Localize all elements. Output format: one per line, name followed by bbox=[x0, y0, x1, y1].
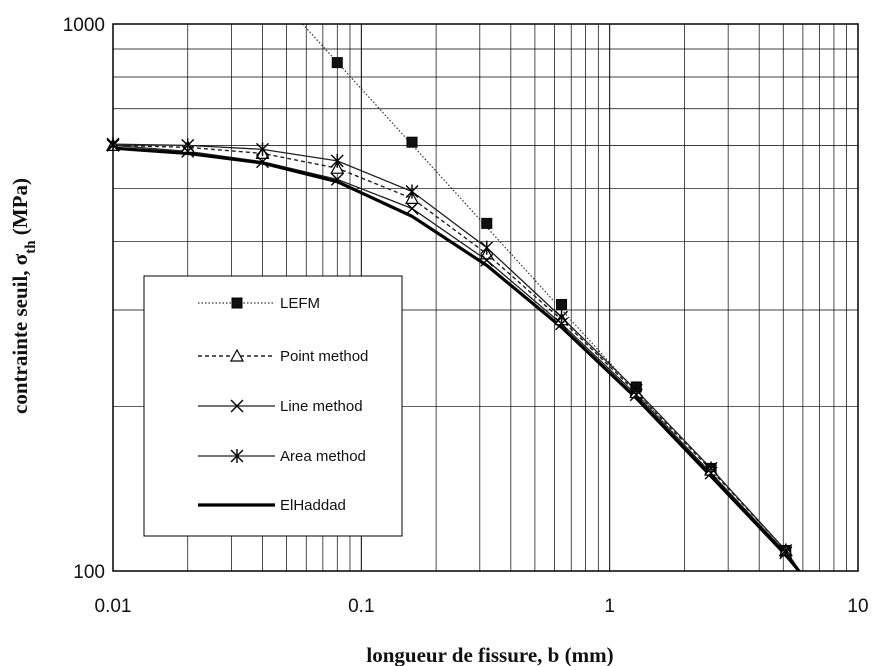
lefm-marker bbox=[331, 57, 343, 69]
plot-frame bbox=[112, 23, 859, 572]
area-method-marker bbox=[181, 138, 195, 153]
lefm-marker bbox=[406, 136, 418, 148]
line-method-marker bbox=[480, 253, 494, 267]
line-method-marker bbox=[256, 155, 270, 169]
area-method-marker bbox=[555, 310, 569, 325]
elhaddad-line bbox=[113, 146, 802, 571]
y-axis-title-subscript: th bbox=[23, 240, 39, 254]
area-method-marker bbox=[779, 543, 793, 558]
legend-item-line-method: Line method bbox=[198, 398, 363, 415]
area-method-marker bbox=[256, 142, 270, 157]
grid bbox=[113, 24, 858, 571]
x-axis-title: longueur de fissure, b (mm) bbox=[366, 643, 613, 666]
legend-label-line-method: Line method bbox=[280, 398, 363, 415]
y-axis-title-main: contrainte seuil, σ bbox=[8, 253, 32, 414]
lefm-marker bbox=[481, 217, 493, 229]
x-tick-label: 1 bbox=[604, 596, 615, 617]
lefm-marker bbox=[556, 299, 568, 311]
area-method-marker bbox=[629, 383, 643, 398]
line-method-marker-stroke bbox=[480, 253, 494, 267]
x-tick-label: 0.1 bbox=[348, 596, 374, 617]
legend-item-lefm: LEFM bbox=[198, 295, 320, 312]
legend-item-area-method: Area method bbox=[198, 448, 366, 465]
legend-marker-point-method bbox=[229, 348, 245, 362]
legend-label-lefm: LEFM bbox=[280, 295, 320, 312]
y-tick-label: 100 bbox=[73, 562, 105, 583]
y-tick-label: 1000 bbox=[63, 15, 105, 36]
y-axis-title-unit: (MPa) bbox=[8, 178, 32, 240]
line-method-marker-stroke bbox=[256, 155, 270, 169]
legend-items: LEFM Point method Line method Area method El… bbox=[198, 295, 368, 514]
x-tick-label: 0.01 bbox=[95, 596, 132, 617]
legend-item-point-method: Point method bbox=[198, 348, 368, 365]
legend-marker-lefm bbox=[231, 297, 243, 309]
x-tick-label: 10 bbox=[847, 596, 868, 617]
y-axis-title: contrainte seuil, σth (MPa) bbox=[8, 178, 39, 414]
y-tick-labels: 100 1000 bbox=[63, 15, 105, 583]
legend-marker-line-method bbox=[230, 399, 244, 413]
legend-item-elhaddad: ElHaddad bbox=[198, 497, 346, 514]
legend-label-point-method: Point method bbox=[280, 348, 368, 365]
area-method-marker bbox=[405, 184, 419, 199]
series-markers bbox=[105, 57, 793, 560]
line-method-marker bbox=[330, 172, 344, 186]
legend-marker-line-method-stroke bbox=[230, 399, 244, 413]
x-tick-labels: 0.01 0.1 1 10 bbox=[95, 596, 869, 617]
legend-marker-area-method bbox=[230, 449, 244, 463]
line-method-marker-stroke bbox=[405, 201, 419, 215]
legend-label-elhaddad: ElHaddad bbox=[280, 497, 346, 514]
line-method-marker-stroke bbox=[330, 172, 344, 186]
area-method-marker bbox=[480, 240, 494, 255]
line-method-marker bbox=[405, 201, 419, 215]
legend: LEFM Point method Line method Area method El… bbox=[143, 275, 403, 537]
area-method-marker bbox=[330, 153, 344, 168]
legend-label-area-method: Area method bbox=[280, 448, 366, 465]
area-method-marker bbox=[704, 461, 718, 476]
